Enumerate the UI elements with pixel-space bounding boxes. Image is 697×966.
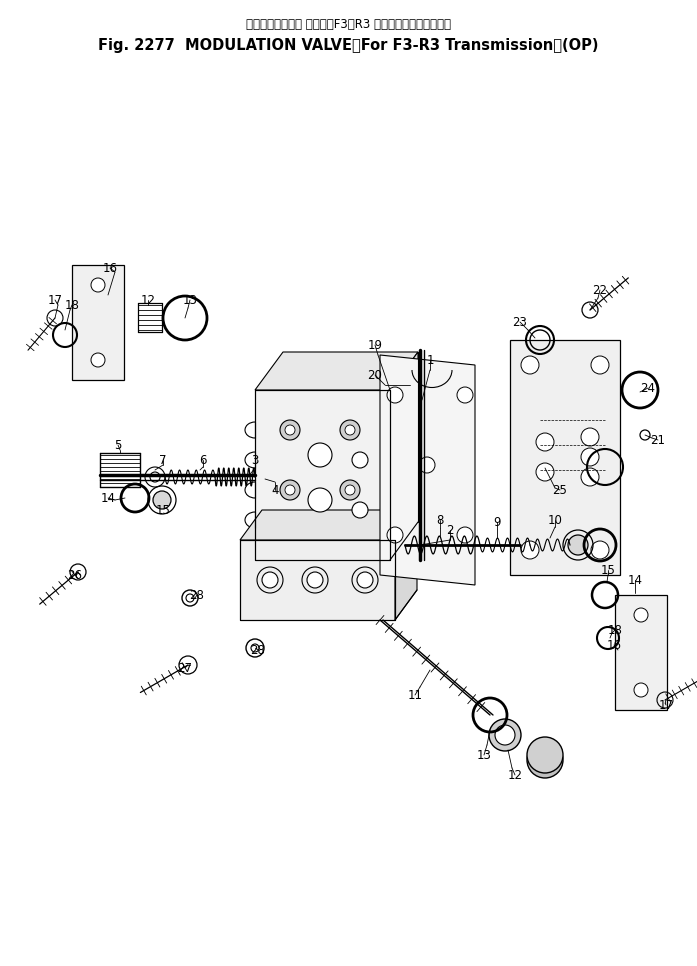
Circle shape [387,527,403,543]
Text: 11: 11 [408,689,422,701]
Circle shape [634,683,648,697]
Circle shape [581,428,599,446]
Circle shape [521,356,539,374]
Text: 6: 6 [199,453,207,467]
Text: 15: 15 [155,503,171,517]
Circle shape [457,387,473,403]
Circle shape [521,541,539,559]
Text: 7: 7 [159,453,167,467]
Text: Fig. 2277  MODULATION VALVE（For F3-R3 Transmission）(OP): Fig. 2277 MODULATION VALVE（For F3-R3 Tra… [98,38,599,53]
Text: 15: 15 [601,563,615,577]
Bar [615,595,667,710]
Circle shape [357,572,373,588]
Circle shape [285,425,295,435]
Circle shape [352,502,368,518]
Text: 14: 14 [627,574,643,586]
Circle shape [457,527,473,543]
Circle shape [340,480,360,500]
Text: 3: 3 [252,453,259,467]
Text: 24: 24 [641,382,655,394]
Text: 2: 2 [446,524,454,536]
Polygon shape [395,510,417,620]
Bar [72,265,124,380]
Text: 20: 20 [367,368,383,382]
Circle shape [280,480,300,500]
Text: 12: 12 [507,769,523,781]
Circle shape [91,353,105,367]
Text: 26: 26 [68,569,82,582]
Text: 18: 18 [65,298,79,311]
Circle shape [307,572,323,588]
Text: 18: 18 [608,623,622,637]
Text: 16: 16 [102,262,118,274]
Circle shape [581,468,599,486]
Circle shape [262,572,278,588]
Text: 14: 14 [100,492,116,504]
Circle shape [345,485,355,495]
Text: 28: 28 [190,588,204,602]
Circle shape [568,535,588,555]
Circle shape [308,443,332,467]
Circle shape [387,387,403,403]
Circle shape [591,356,609,374]
Circle shape [91,278,105,292]
Circle shape [536,463,554,481]
Circle shape [352,452,368,468]
Circle shape [340,420,360,440]
Text: 23: 23 [512,316,528,328]
Circle shape [527,737,563,773]
Text: 10: 10 [548,514,562,526]
Text: 13: 13 [477,749,491,761]
Text: 16: 16 [606,639,622,651]
Circle shape [280,420,300,440]
Text: 21: 21 [650,434,666,446]
Circle shape [345,425,355,435]
Text: 4: 4 [271,484,279,497]
Text: 25: 25 [553,484,567,497]
Text: 12: 12 [141,294,155,306]
Circle shape [640,430,650,440]
Text: 27: 27 [178,662,192,674]
Circle shape [251,644,259,652]
Text: 28: 28 [250,643,266,657]
Circle shape [285,485,295,495]
Polygon shape [255,390,390,560]
Circle shape [527,742,563,778]
Text: 9: 9 [493,516,500,528]
Polygon shape [240,510,417,540]
Circle shape [153,491,171,509]
Text: 19: 19 [367,338,383,352]
Polygon shape [390,352,418,560]
Circle shape [581,448,599,466]
Text: 17: 17 [47,294,63,306]
Text: モジュレーション バルブ（F3・R3 トランスミッション用）: モジュレーション バルブ（F3・R3 トランスミッション用） [246,18,451,31]
Circle shape [489,719,521,751]
Circle shape [536,433,554,451]
Circle shape [186,594,194,602]
Text: 8: 8 [436,514,444,526]
Text: 22: 22 [592,283,608,297]
Text: 13: 13 [183,294,197,306]
Text: 17: 17 [659,698,673,712]
Circle shape [495,725,515,745]
Bar [510,340,620,575]
Circle shape [308,488,332,512]
Polygon shape [255,352,418,390]
Text: 1: 1 [427,354,434,366]
Circle shape [150,472,160,482]
Text: 5: 5 [114,439,122,451]
Circle shape [591,541,609,559]
Circle shape [419,457,435,473]
Circle shape [634,608,648,622]
Polygon shape [240,540,395,620]
Polygon shape [380,355,475,585]
